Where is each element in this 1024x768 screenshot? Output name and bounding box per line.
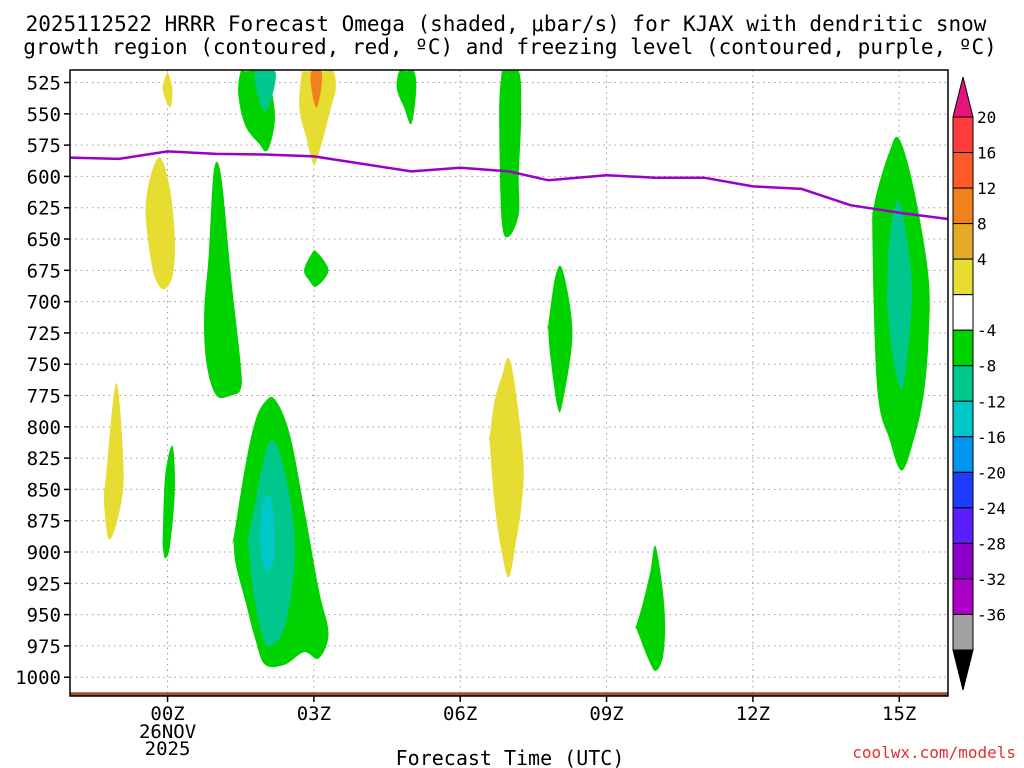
freezing-level-line <box>69 150 949 221</box>
colorbar-bin <box>952 365 974 402</box>
y-tick-label: 525 <box>27 73 61 95</box>
y-tick-label: 625 <box>27 198 61 220</box>
colorbar-bottom-arrow <box>952 649 974 691</box>
colorbar-bin <box>952 116 974 154</box>
colorbar-label: 20 <box>977 108 996 127</box>
y-tick-label: 600 <box>27 166 61 188</box>
colorbar-bin <box>952 613 974 651</box>
colorbar-label: -12 <box>977 392 1006 411</box>
y-tick-label: 875 <box>27 511 61 533</box>
omega-region <box>104 383 124 540</box>
x-tick-label: 09Z <box>589 703 623 725</box>
colorbar-bin <box>952 471 974 509</box>
x-tick-label: 03Z <box>297 703 331 725</box>
y-tick-label: 700 <box>27 292 61 314</box>
grid-lines <box>70 70 948 696</box>
colorbar-bin <box>952 258 974 296</box>
colorbar-label: -28 <box>977 534 1006 553</box>
omega-region <box>254 70 276 112</box>
x-tick-year: 2025 <box>145 738 191 760</box>
ground-layer <box>70 692 948 696</box>
colorbar-label: -16 <box>977 428 1006 447</box>
y-tick-label: 550 <box>27 104 61 126</box>
freezing-level-layer <box>69 150 949 221</box>
omega-shaded-regions <box>104 70 930 671</box>
omega-region <box>886 200 912 390</box>
ground-fill <box>70 692 948 696</box>
colorbar-label: -8 <box>977 357 996 376</box>
colorbar-label: -20 <box>977 463 1006 482</box>
y-axis: 525 550 575 600 625 650 675 700 725 750 775 800 825 8… <box>15 73 70 689</box>
omega-region <box>547 265 573 413</box>
colorbar-label: -32 <box>977 570 1006 589</box>
y-tick-label: 900 <box>27 542 61 564</box>
y-tick-label: 925 <box>27 573 61 595</box>
colorbar-label: -4 <box>977 321 996 340</box>
colorbar-bin <box>952 578 974 615</box>
omega-region <box>499 70 522 238</box>
colorbar-bin <box>952 329 974 367</box>
omega-region <box>635 545 666 671</box>
credit-text: coolwx.com/models <box>852 743 1016 762</box>
omega-region <box>304 250 329 287</box>
omega-region <box>488 357 524 578</box>
y-tick-label: 725 <box>27 323 61 345</box>
omega-region <box>145 157 175 290</box>
y-tick-label: 800 <box>27 417 61 439</box>
y-tick-label: 750 <box>27 354 61 376</box>
omega-region <box>259 495 275 572</box>
y-tick-label: 975 <box>27 636 61 658</box>
y-tick-label: 675 <box>27 260 61 282</box>
colorbar: 20 16 12 8 4 -4 -8 -12 -16 -20 -24 -28 -32 -36 <box>952 76 1006 691</box>
colorbar-bin <box>952 294 974 331</box>
colorbar-bin <box>952 542 974 580</box>
omega-region <box>162 70 173 108</box>
omega-region <box>162 445 175 559</box>
omega-region <box>299 70 336 164</box>
y-tick-label: 575 <box>27 135 61 157</box>
y-tick-label: 775 <box>27 386 61 408</box>
colorbar-bin <box>952 152 974 189</box>
x-tick-label: 06Z <box>443 703 477 725</box>
colorbar-label: -36 <box>977 605 1006 624</box>
omega-region <box>310 70 323 108</box>
omega-region <box>204 161 242 399</box>
y-tick-label: 1000 <box>15 667 61 689</box>
x-tick-date: 26NOV <box>139 721 196 743</box>
colorbar-bin <box>952 223 974 260</box>
colorbar-label: -24 <box>977 499 1006 518</box>
colorbar-label: 8 <box>977 215 987 234</box>
y-tick-label: 850 <box>27 479 61 501</box>
colorbar-bin <box>952 187 974 225</box>
x-tick-label: 15Z <box>882 703 916 725</box>
colorbar-label: 12 <box>977 179 996 198</box>
chart-title-line1: 2025112522 HRRR Forecast Omega (shaded, … <box>26 12 987 36</box>
x-axis-label: Forecast Time (UTC) <box>396 746 625 768</box>
colorbar-top-arrow <box>952 76 974 118</box>
chart-title-line2: growth region (contoured, red, ºC) and f… <box>23 35 997 59</box>
colorbar-bin <box>952 507 974 544</box>
y-tick-label: 825 <box>27 448 61 470</box>
colorbar-label: 4 <box>977 250 987 269</box>
x-tick-label: 12Z <box>736 703 770 725</box>
colorbar-label: 16 <box>977 144 996 163</box>
colorbar-bin <box>952 436 974 473</box>
colorbar-bin <box>952 400 974 438</box>
omega-region <box>396 70 417 125</box>
plot-frame <box>69 69 949 697</box>
y-tick-label: 650 <box>27 229 61 251</box>
x-tick-label: 00Z <box>150 703 184 725</box>
y-tick-label: 950 <box>27 605 61 627</box>
